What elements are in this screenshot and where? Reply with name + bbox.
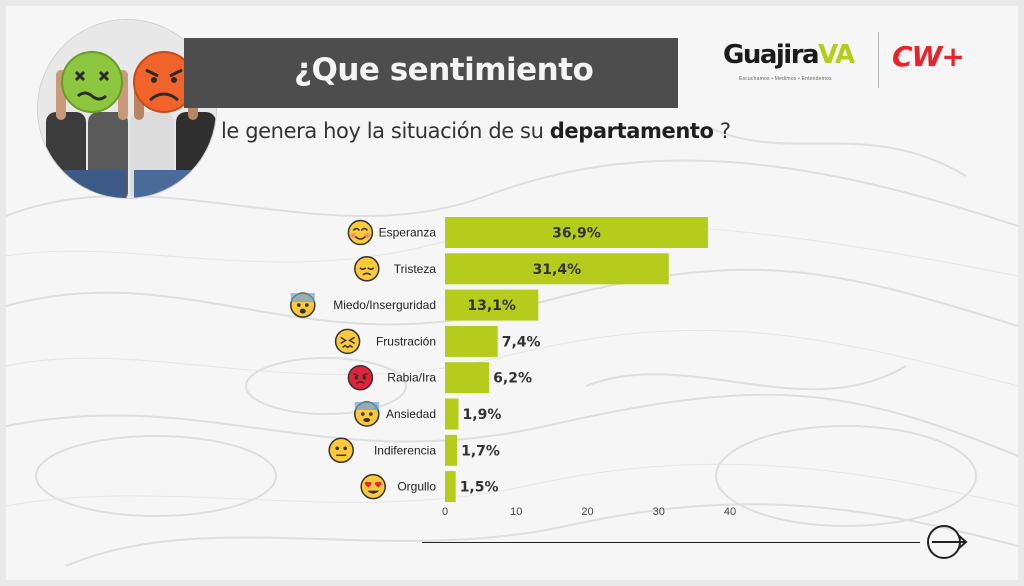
bar-value-label: 6,2% xyxy=(493,371,532,387)
category-label: Miedo/Inserguridad xyxy=(333,298,436,312)
category-label: Tristeza xyxy=(394,262,437,276)
brand-name-part1: Guajira xyxy=(723,40,820,70)
bar-5 xyxy=(445,362,490,394)
pensive-face-icon xyxy=(354,256,380,282)
angry-face-icon xyxy=(133,51,195,113)
bar-value-label: 36,9% xyxy=(552,226,601,242)
bar-value-label: 1,7% xyxy=(461,443,500,459)
x-tick-label: 10 xyxy=(510,506,522,518)
slide: ¿Que sentimiento le genera hoy la situac… xyxy=(6,6,1018,580)
category-label: Frustración xyxy=(376,334,436,348)
next-button[interactable] xyxy=(926,524,968,560)
bar-2 xyxy=(445,253,669,285)
bar-4 xyxy=(445,325,498,357)
category-label: Orgullo xyxy=(397,480,436,494)
title-banner: ¿Que sentimiento xyxy=(184,38,678,108)
category-label: Rabia/Ira xyxy=(387,371,436,385)
background-texture xyxy=(6,125,1018,567)
fearful-face-icon xyxy=(290,292,316,318)
heart-eyes-icon xyxy=(360,473,386,500)
bar-6 xyxy=(445,398,459,430)
x-tick-label: 40 xyxy=(724,506,736,518)
subtitle-end: ? xyxy=(713,119,731,143)
bar-value-label: 13,1% xyxy=(467,298,516,314)
arrow-right-circle-icon xyxy=(927,525,968,559)
subtitle-emphasis: departamento xyxy=(549,119,714,143)
category-label: Ansiedad xyxy=(386,407,436,421)
subtitle-text: le genera hoy la situación de su xyxy=(221,119,544,143)
bar-value-label: 31,4% xyxy=(533,262,582,278)
x-tick-label: 20 xyxy=(581,506,593,518)
page-title: ¿Que sentimiento xyxy=(294,52,594,88)
x-tick-label: 30 xyxy=(653,506,665,518)
category-label: Indiferencia xyxy=(374,443,436,457)
cw-plus-logo: CW+ xyxy=(892,40,965,73)
smiling-blush-icon xyxy=(347,219,374,246)
bar-value-label: 1,9% xyxy=(463,407,502,423)
logo-divider xyxy=(878,32,879,88)
bar-value-label: 1,5% xyxy=(460,480,499,496)
guajiravа-logo: GuajiraVA Escuchamos • Medimos • Entende… xyxy=(723,40,863,90)
bar-3 xyxy=(445,289,539,321)
brand-name: GuajiraVA xyxy=(723,40,855,70)
category-label: Esperanza xyxy=(379,226,437,240)
bar-1 xyxy=(445,217,708,248)
brand-name-part2: VA xyxy=(818,40,855,70)
page-subtitle: le genera hoy la situación de su departa… xyxy=(221,119,731,143)
nauseated-face-icon xyxy=(61,51,123,113)
bar-value-label: 7,4% xyxy=(502,334,541,350)
angry-face-icon xyxy=(347,364,374,391)
x-tick-label: 0 xyxy=(442,506,448,518)
bar-8 xyxy=(445,471,456,503)
confounded-face-icon xyxy=(334,328,361,355)
bar-chart: 36,9% Esperanza 31,4% Tristeza 13,1% Miedo/In… xyxy=(290,217,736,518)
footer-line xyxy=(422,542,920,543)
brand-tagline: Escuchamos • Medimos • Entendemos xyxy=(739,76,832,82)
anxious-sweat-icon xyxy=(354,401,380,427)
bar-7 xyxy=(445,434,458,466)
neutral-face-icon xyxy=(328,437,354,464)
